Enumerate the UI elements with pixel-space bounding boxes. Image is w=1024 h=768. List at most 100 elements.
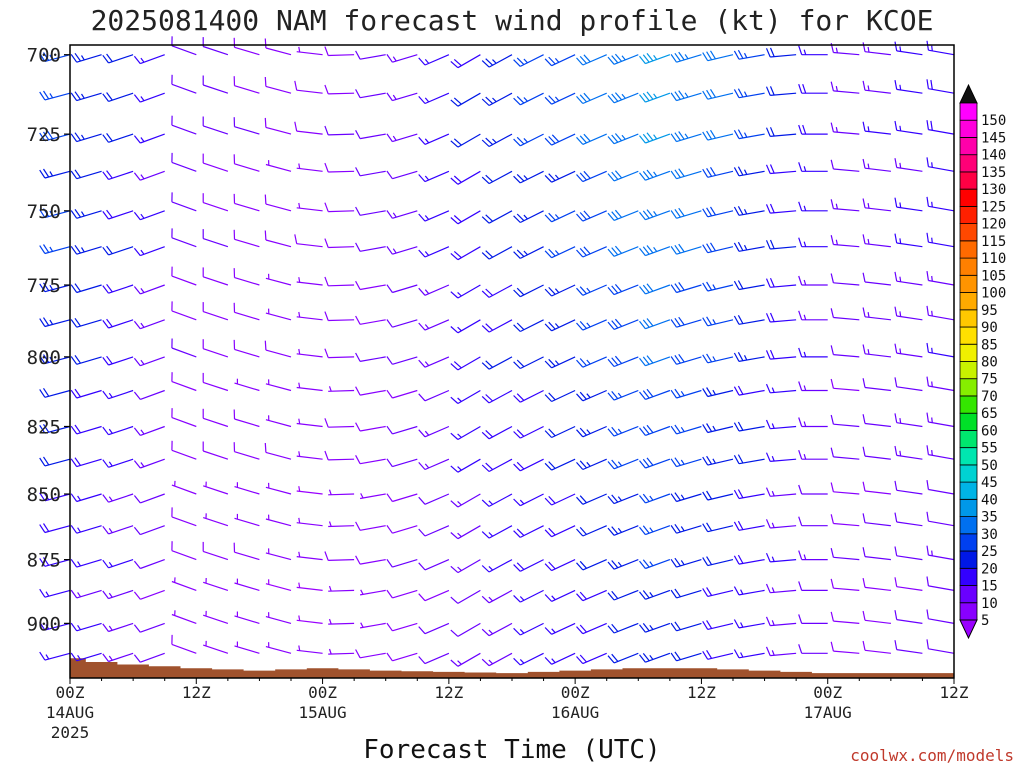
y-tick-label: 900 (27, 613, 61, 635)
barb-tick (106, 170, 113, 179)
barb-tick (611, 211, 619, 220)
colorbar-label: 100 (981, 286, 1006, 302)
barb-half-tick (835, 203, 838, 210)
barb-tick (324, 276, 329, 287)
barb-staff (928, 421, 955, 428)
barb-tick (453, 215, 462, 223)
wind-barb (607, 622, 639, 634)
wind-barb (733, 385, 765, 396)
barb-tick (481, 499, 490, 507)
barb-staff (551, 493, 576, 506)
barb-staff (234, 615, 260, 624)
barb-tick (485, 288, 494, 296)
barb-half-tick (77, 561, 81, 567)
barb-staff (676, 589, 702, 599)
barb-staff (896, 555, 923, 561)
barb-tick (106, 245, 113, 255)
wind-barb (418, 389, 450, 402)
barb-half-tick (298, 202, 301, 209)
barb-half-tick (392, 94, 397, 100)
barb-half-tick (108, 655, 113, 661)
barb-tick (674, 457, 681, 466)
barb-half-tick (803, 314, 807, 320)
barb-staff (896, 386, 923, 392)
wind-barb (264, 117, 292, 135)
barb-tick (830, 122, 834, 133)
wind-barb (670, 51, 702, 63)
wind-barb (102, 389, 134, 400)
barb-tick (133, 460, 141, 469)
colorbar-swatch (959, 223, 978, 242)
barb-staff (140, 246, 165, 257)
barb-staff (76, 425, 102, 435)
barb-tick (830, 578, 834, 589)
barb-staff (44, 493, 71, 502)
wind-barb (926, 196, 955, 212)
barb-half-tick (899, 348, 902, 354)
wind-barb (386, 589, 418, 599)
barb-tick (670, 170, 677, 180)
barb-half-tick (424, 59, 430, 64)
barb-staff (707, 493, 734, 501)
barb-tick (324, 125, 329, 136)
x-tick-label: 12Z (687, 683, 716, 702)
wind-barb (133, 246, 165, 257)
barb-half-tick (108, 528, 113, 534)
wind-barb (171, 634, 197, 654)
barb-tick (70, 558, 78, 568)
barb-staff (392, 622, 418, 632)
colorbar-swatch (959, 550, 978, 569)
wind-barb (926, 511, 955, 527)
x-tick-date: 17AUG (804, 703, 852, 722)
credit-text: coolwx.com/models (850, 746, 1014, 765)
barb-tick (706, 490, 713, 500)
wind-barb (133, 284, 165, 295)
barb-tick (733, 242, 740, 252)
wind-barb (544, 425, 576, 439)
wind-barb (418, 54, 450, 66)
barb-staff (896, 489, 923, 495)
barb-staff (171, 347, 197, 358)
barb-staff (457, 170, 481, 185)
wind-barb (513, 652, 544, 666)
wind-barb (264, 230, 292, 248)
barb-tick (894, 79, 898, 90)
wind-barb (733, 421, 765, 432)
colorbar-label: 80 (981, 355, 998, 371)
wind-barb (670, 168, 702, 180)
barb-tick (894, 640, 898, 650)
barb-staff (76, 458, 102, 468)
barb-tick (611, 426, 619, 435)
wind-barb (607, 493, 639, 505)
barb-tick (70, 425, 78, 435)
barb-staff (520, 319, 544, 333)
wind-barb (670, 90, 702, 102)
wind-barb (733, 489, 765, 500)
x-tick-date: 14AUG (46, 703, 94, 722)
barb-tick (386, 652, 393, 662)
wind-barb (830, 378, 860, 392)
barb-tick (418, 249, 426, 258)
barb-half-tick (803, 166, 807, 172)
barb-half-tick (492, 59, 497, 64)
wind-barb (798, 381, 828, 392)
barb-tick (670, 319, 677, 328)
barb-tick (646, 132, 654, 141)
barb-staff (203, 614, 229, 624)
barb-staff (676, 458, 702, 468)
barb-tick (102, 171, 109, 180)
wind-barb (233, 229, 260, 248)
barb-tick (516, 213, 525, 222)
barb-staff (738, 92, 765, 99)
barb-staff (44, 458, 71, 467)
barb-half-tick (649, 527, 654, 533)
wind-barb (234, 378, 260, 392)
colorbar-swatch (959, 119, 978, 138)
barb-half-tick (899, 450, 902, 457)
wind-barb (418, 356, 450, 368)
wind-barb (133, 319, 165, 330)
barb-tick (611, 93, 619, 102)
barb-staff (457, 425, 481, 441)
wind-barb (862, 121, 891, 135)
barb-tick (516, 173, 525, 182)
